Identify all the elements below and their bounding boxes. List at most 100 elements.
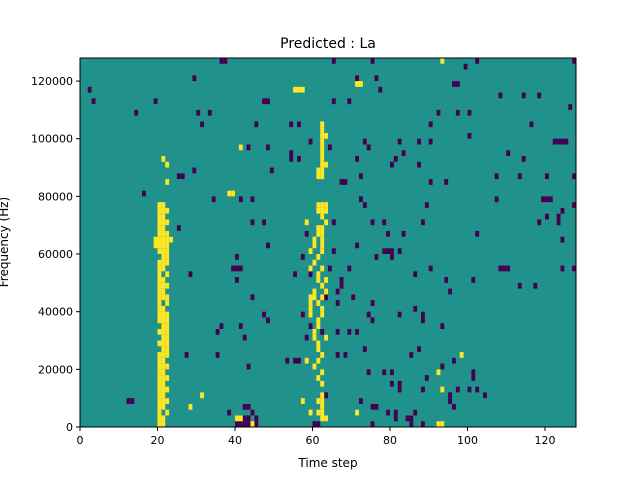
heatmap-cell-high [312,363,317,370]
heatmap-cell-low [242,421,247,427]
heatmap-cell-high [320,380,325,387]
heatmap-cell-low [393,409,398,416]
heatmap-cell-low [250,409,255,416]
heatmap-cell-low [91,98,96,105]
heatmap-cell-low [401,150,406,157]
heatmap-cell-low [397,386,402,393]
heatmap-cell-low [343,352,348,358]
heatmap-cell-high [308,248,313,255]
y-tick-label: 120000 [31,75,73,88]
heatmap-cell-low [235,254,239,260]
heatmap-cell-high [153,236,158,243]
heatmap-cell-low [548,196,553,203]
heatmap-cell-high [165,352,170,358]
heatmap-cell-low [521,92,526,99]
heatmap-cell-low [556,219,561,226]
heatmap-cell-low [545,213,549,220]
heatmap-cell-low [393,156,398,162]
heatmap-cell-high [238,415,243,422]
heatmap-cell-low [320,328,325,335]
heatmap-cell-low [343,179,348,185]
heatmap-cell-high [316,375,321,381]
heatmap-cell-high [165,294,170,301]
heatmap-cell-high [320,294,325,301]
heatmap-cell-low [537,219,542,226]
heatmap-cell-low [529,121,534,128]
heatmap-cell-low [188,271,193,278]
heatmap-cell-low [227,409,232,416]
heatmap-cell-high [157,242,162,249]
heatmap-cell-high [308,265,313,272]
heatmap-cell-high [304,357,309,364]
heatmap-cell-low [196,109,201,116]
heatmap-cell-high [165,230,170,237]
heatmap-cell-high [161,294,166,301]
heatmap-cell-low [339,179,344,185]
heatmap-cell-low [262,219,266,226]
heatmap-cell-high [157,415,162,422]
heatmap-cell-low [560,138,565,145]
heatmap-cell-high [320,311,325,318]
heatmap-cell-low [413,409,418,416]
heatmap-cell-high [238,144,243,151]
heatmap-cells [87,58,576,427]
heatmap-cell-low [397,380,402,387]
heatmap-cell-high [157,409,162,416]
heatmap-cell-low [262,311,266,318]
heatmap-cell-low [552,138,557,145]
x-tick-label: 20 [151,434,165,447]
heatmap-cell-high [436,369,441,376]
x-tick-label: 40 [228,434,242,447]
heatmap-cell-low [556,138,561,145]
heatmap-cell-high [293,86,297,93]
heatmap-cell-high [312,328,317,335]
heatmap-cell-low [219,58,224,64]
heatmap-cell-high [157,392,162,399]
y-axis-ticks: 0 20000 40000 60000 80000 100000 120000 [31,75,80,434]
heatmap-cell-low [413,305,418,312]
heatmap-cell-high [320,398,325,404]
heatmap-cell-high [165,311,170,318]
heatmap-cell-low [289,121,294,128]
heatmap-cell-low [475,58,480,64]
heatmap-cell-low [498,265,503,272]
heatmap-cell-high [320,167,325,174]
heatmap-cell-low [246,144,251,151]
heatmap-cell-low [386,230,390,237]
heatmap-cell-high [320,150,325,157]
heatmap-cell-high [153,242,158,249]
heatmap-cell-low [359,173,363,180]
y-tick-label: 20000 [38,363,73,376]
heatmap-cell-low [467,132,472,139]
heatmap-cell-low [134,109,139,116]
heatmap-cell-high [300,86,305,93]
heatmap-cell-high [316,398,321,404]
heatmap-cell-high [157,288,162,295]
heatmap-cell-low [366,311,371,318]
heatmap-cell-low [572,265,576,272]
heatmap-cell-high [161,392,166,399]
heatmap-cell-high [320,230,325,237]
heatmap-cell-high [161,219,166,226]
heatmap-cell-high [324,207,328,214]
heatmap-cell-high [316,254,321,260]
heatmap-cell-low [180,173,185,180]
heatmap-cell-low [308,138,313,145]
heatmap-cell-high [161,288,166,295]
heatmap-cell-low [362,202,367,208]
heatmap-cell-low [254,415,259,422]
heatmap-cell-low [347,98,352,105]
heatmap-cell-high [320,403,325,410]
heatmap-cell-low [328,144,332,151]
heatmap-cell-low [428,179,433,185]
heatmap-cell-low [378,86,383,93]
heatmap-cell-low [250,294,255,301]
heatmap-cell-low [269,167,274,174]
heatmap-cell-low [351,294,356,301]
heatmap-cell-high [157,202,162,208]
heatmap-cell-low [475,230,480,237]
heatmap-cell-high [157,380,162,387]
heatmap-cell-low [242,415,247,422]
heatmap-cell-low [192,167,197,174]
heatmap-cell-low [211,196,216,203]
